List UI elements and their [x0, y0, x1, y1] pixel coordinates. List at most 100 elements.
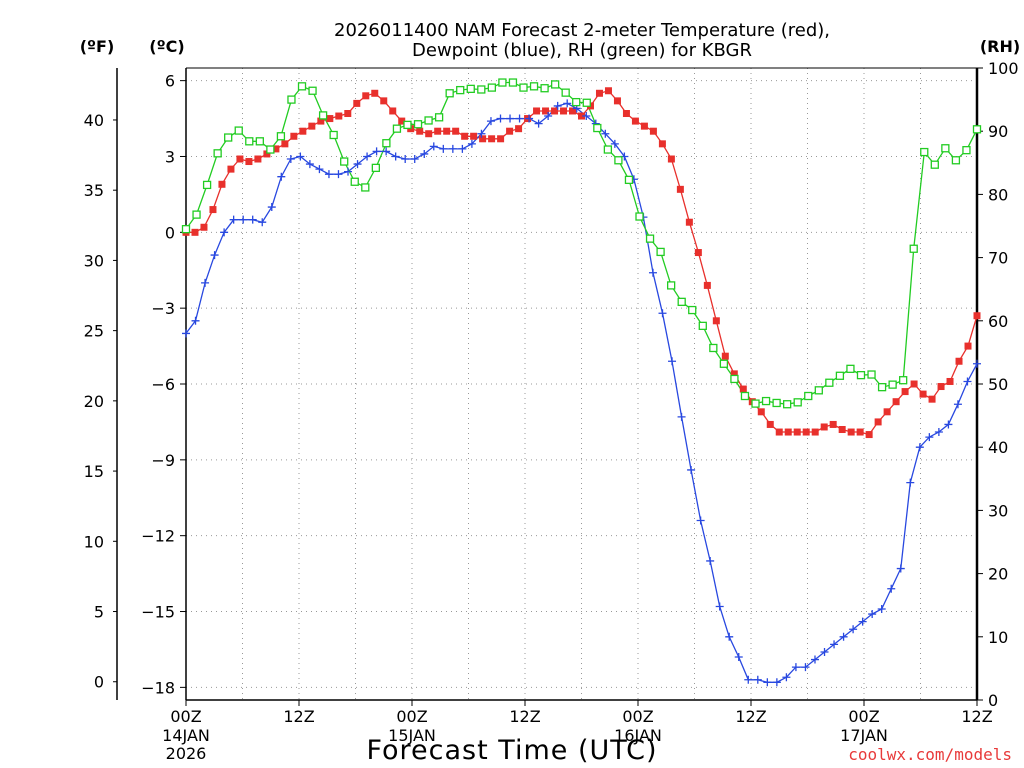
rh-point [677, 297, 686, 306]
rh-unit-label: (RH) [980, 37, 1020, 56]
dewpoint-point [220, 228, 229, 237]
temperature-point [730, 370, 738, 378]
temperature-point [515, 125, 523, 133]
fahrenheit-tick-label: 25 [84, 322, 104, 341]
rh-point [793, 398, 802, 407]
dewpoint-point [772, 678, 781, 687]
temperature-point [470, 132, 478, 140]
dewpoint-point [934, 428, 943, 437]
temperature-point [398, 117, 406, 125]
temperature-point [533, 107, 541, 115]
x-axis-label: Forecast Time (UTC) [366, 735, 657, 766]
temperature-point [928, 395, 936, 403]
dewpoint-point [610, 139, 619, 148]
fahrenheit-tick-label: 30 [84, 251, 104, 270]
dewpoint-point [582, 112, 591, 121]
celsius-tick-label: −18 [141, 678, 175, 697]
rh-tick-label: 40 [988, 438, 1008, 457]
temperature-point [919, 390, 927, 398]
temperature-point [964, 342, 972, 350]
celsius-tick-label: −6 [151, 375, 175, 394]
temperature-point [371, 89, 379, 97]
rh-point [709, 343, 718, 353]
fahrenheit-tick-label: 5 [94, 603, 104, 622]
x-tick-date-label: 16JAN [614, 726, 662, 745]
temperature-point [811, 428, 819, 436]
dewpoint-point [810, 655, 819, 664]
dewpoint-point [334, 170, 343, 179]
celsius-tick-label: −3 [151, 299, 175, 318]
rh-point [540, 84, 549, 93]
rh-tick-label: 80 [988, 185, 1008, 204]
temperature-point [712, 317, 720, 325]
fahrenheit-tick-label: 10 [84, 532, 104, 551]
dewpoint-point [467, 139, 476, 148]
rh-point [814, 386, 823, 395]
temperature-point [631, 117, 639, 125]
rh-point [477, 85, 486, 94]
temperature-point [946, 377, 954, 385]
temperature-point [209, 206, 217, 214]
dewpoint-point [830, 640, 839, 649]
tick-labels: 0510152025303540−18−15−12−9−6−3036010203… [84, 59, 1019, 763]
temperature-point [236, 155, 244, 163]
temperature-point [272, 145, 280, 153]
dewpoint-point [305, 160, 314, 169]
temperature-point [335, 112, 343, 120]
rh-point [371, 163, 380, 173]
dewpoint-point [477, 129, 486, 138]
rh-point [392, 124, 402, 133]
temperature-point [344, 110, 352, 118]
dewpoint-point [677, 412, 686, 421]
temperature-point [569, 107, 577, 115]
dewpoint-point [201, 278, 210, 287]
rh-point [930, 160, 939, 169]
temperature-point [578, 112, 585, 120]
temperature-point [667, 155, 675, 163]
dewpoint-point [210, 251, 219, 260]
rh-point [340, 157, 349, 166]
dewpoint-point [458, 144, 467, 153]
temperature-point [497, 135, 505, 143]
temperature-point [560, 107, 568, 115]
rh-point [656, 247, 665, 257]
temperature-point [200, 223, 208, 231]
rh-point [403, 120, 412, 130]
temperature-point [883, 408, 891, 416]
rh-point [730, 374, 739, 384]
temperature-point [326, 115, 334, 123]
dewpoint-point [563, 99, 572, 108]
temperature-point [461, 132, 469, 140]
temperature-point [613, 97, 621, 105]
rh-point [487, 83, 497, 92]
x-tick-date-label: 17JAN [840, 726, 888, 745]
rh-point [835, 371, 845, 380]
temperature-point [676, 185, 684, 193]
x-tick-label: 00Z [622, 707, 653, 726]
temperature-point [793, 428, 801, 436]
temperature-point [892, 398, 900, 406]
dewpoint-point [353, 160, 362, 169]
temperature-point [973, 312, 981, 320]
x-tick-label: 00Z [396, 707, 427, 726]
temperature-point [739, 385, 747, 393]
rh-point [445, 89, 454, 98]
rh-tick-label: 20 [988, 565, 1008, 584]
rh-point [508, 78, 518, 87]
rh-point [772, 398, 781, 408]
temperature-point [488, 135, 496, 143]
temperature-point [425, 130, 433, 138]
dewpoint-point [258, 218, 267, 227]
dewpoint-point [515, 114, 524, 123]
dewpoint-point [877, 604, 886, 613]
fahrenheit-tick-label: 40 [84, 111, 104, 130]
fahrenheit-tick-label: 15 [84, 462, 104, 481]
rh-point [276, 132, 286, 141]
dewpoint-point [286, 155, 295, 164]
rh-point [951, 156, 961, 165]
temperature-point [218, 180, 226, 188]
dewpoint-point [868, 610, 877, 619]
x-tick-date-label: 14JAN [162, 726, 210, 745]
rh-point [825, 378, 834, 387]
